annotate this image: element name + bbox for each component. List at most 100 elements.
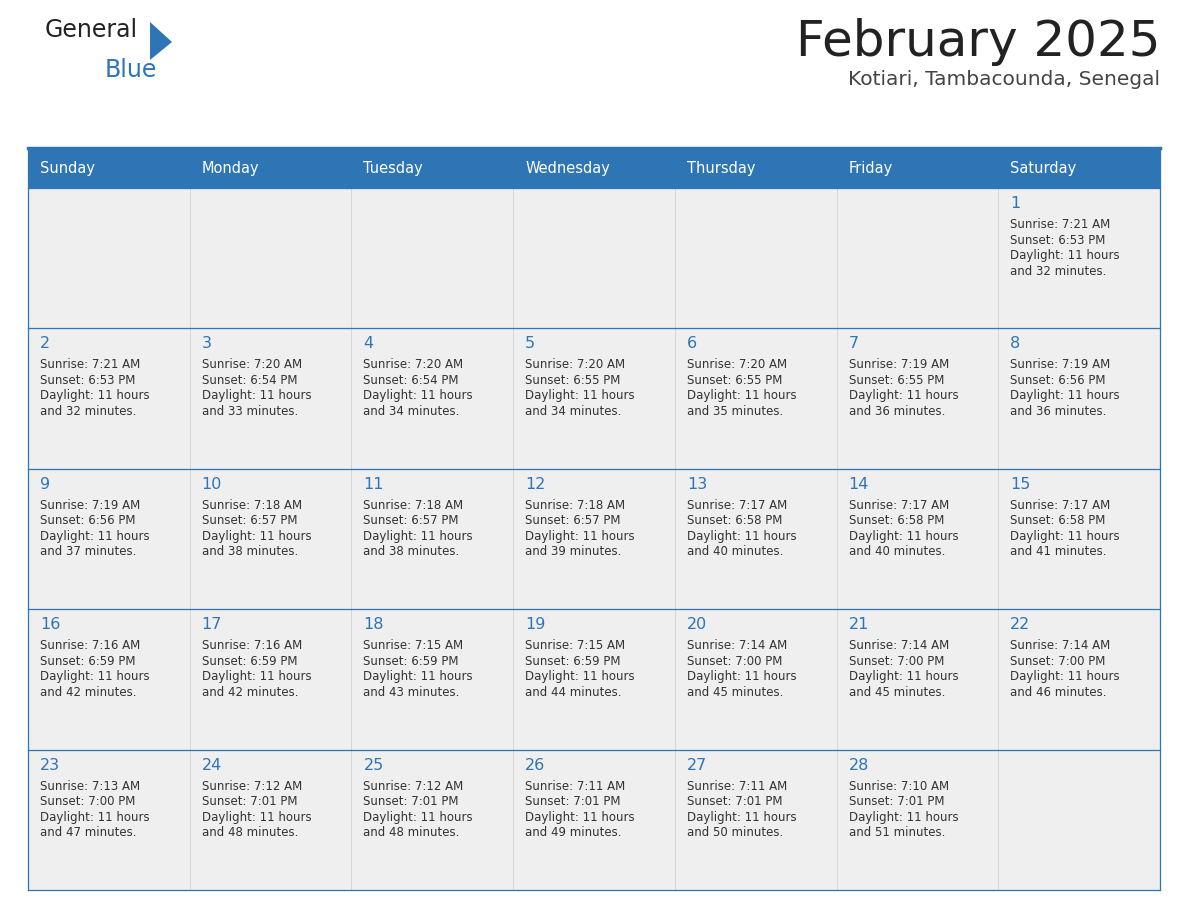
Bar (998, 610, 1159, 750)
Text: 4: 4 (364, 336, 373, 352)
Text: Sunrise: 7:19 AM: Sunrise: 7:19 AM (40, 498, 140, 512)
Text: and 36 minutes.: and 36 minutes. (1010, 405, 1107, 418)
Text: Daylight: 11 hours: Daylight: 11 hours (40, 670, 150, 683)
Text: 10: 10 (202, 476, 222, 492)
Text: Daylight: 11 hours: Daylight: 11 hours (848, 389, 959, 402)
Bar (352, 610, 513, 750)
Text: and 38 minutes.: and 38 minutes. (364, 545, 460, 558)
Bar (998, 750, 1159, 890)
Text: Sunset: 7:01 PM: Sunset: 7:01 PM (364, 795, 459, 808)
Bar (29, 188, 190, 329)
Text: Sunrise: 7:15 AM: Sunrise: 7:15 AM (364, 639, 463, 652)
Text: Daylight: 11 hours: Daylight: 11 hours (364, 389, 473, 402)
Text: and 46 minutes.: and 46 minutes. (1010, 686, 1107, 699)
Text: Sunset: 6:57 PM: Sunset: 6:57 PM (525, 514, 620, 527)
Text: Blue: Blue (105, 58, 157, 82)
Text: Sunset: 7:01 PM: Sunset: 7:01 PM (202, 795, 297, 808)
Text: Daylight: 11 hours: Daylight: 11 hours (202, 530, 311, 543)
Text: and 41 minutes.: and 41 minutes. (1010, 545, 1107, 558)
Bar (675, 750, 836, 890)
Bar (998, 148, 1159, 188)
Bar (352, 329, 513, 469)
Text: Sunrise: 7:21 AM: Sunrise: 7:21 AM (40, 358, 140, 372)
Text: Sunrise: 7:16 AM: Sunrise: 7:16 AM (202, 639, 302, 652)
Text: Kotiari, Tambacounda, Senegal: Kotiari, Tambacounda, Senegal (848, 70, 1159, 89)
Text: Sunrise: 7:14 AM: Sunrise: 7:14 AM (848, 639, 949, 652)
Text: Sunset: 6:53 PM: Sunset: 6:53 PM (40, 374, 135, 386)
Text: Sunset: 7:01 PM: Sunset: 7:01 PM (848, 795, 944, 808)
Text: 18: 18 (364, 617, 384, 633)
Text: February 2025: February 2025 (796, 18, 1159, 66)
Bar (836, 469, 998, 610)
Bar (352, 469, 513, 610)
Text: Sunday: Sunday (40, 161, 95, 175)
Text: 23: 23 (40, 757, 61, 773)
Text: Daylight: 11 hours: Daylight: 11 hours (1010, 530, 1120, 543)
Bar (513, 329, 675, 469)
Text: Sunrise: 7:12 AM: Sunrise: 7:12 AM (202, 779, 302, 792)
Text: Sunrise: 7:21 AM: Sunrise: 7:21 AM (1010, 218, 1111, 231)
Text: and 45 minutes.: and 45 minutes. (687, 686, 783, 699)
Text: Sunset: 6:58 PM: Sunset: 6:58 PM (848, 514, 944, 527)
Text: Sunset: 6:59 PM: Sunset: 6:59 PM (40, 655, 135, 667)
Bar (675, 610, 836, 750)
Text: Daylight: 11 hours: Daylight: 11 hours (848, 811, 959, 823)
Text: 28: 28 (848, 757, 868, 773)
Bar (513, 469, 675, 610)
Text: 14: 14 (848, 476, 868, 492)
Text: Sunrise: 7:20 AM: Sunrise: 7:20 AM (202, 358, 302, 372)
Text: 24: 24 (202, 757, 222, 773)
Text: and 32 minutes.: and 32 minutes. (1010, 264, 1107, 277)
Bar (190, 329, 352, 469)
Text: Daylight: 11 hours: Daylight: 11 hours (202, 811, 311, 823)
Text: Sunset: 6:55 PM: Sunset: 6:55 PM (525, 374, 620, 386)
Text: and 40 minutes.: and 40 minutes. (848, 545, 944, 558)
Text: Sunset: 6:59 PM: Sunset: 6:59 PM (364, 655, 459, 667)
Text: 25: 25 (364, 757, 384, 773)
Text: Sunset: 6:57 PM: Sunset: 6:57 PM (202, 514, 297, 527)
Bar (190, 750, 352, 890)
Text: Daylight: 11 hours: Daylight: 11 hours (40, 389, 150, 402)
Text: Sunset: 6:59 PM: Sunset: 6:59 PM (525, 655, 620, 667)
Bar (836, 750, 998, 890)
Bar (190, 469, 352, 610)
Text: Sunrise: 7:19 AM: Sunrise: 7:19 AM (848, 358, 949, 372)
Text: 6: 6 (687, 336, 697, 352)
Text: Daylight: 11 hours: Daylight: 11 hours (202, 389, 311, 402)
Text: and 38 minutes.: and 38 minutes. (202, 545, 298, 558)
Text: Sunrise: 7:20 AM: Sunrise: 7:20 AM (687, 358, 786, 372)
Text: Sunrise: 7:10 AM: Sunrise: 7:10 AM (848, 779, 949, 792)
Text: Daylight: 11 hours: Daylight: 11 hours (364, 530, 473, 543)
Text: Daylight: 11 hours: Daylight: 11 hours (848, 530, 959, 543)
Bar (352, 148, 513, 188)
Text: and 48 minutes.: and 48 minutes. (364, 826, 460, 839)
Text: and 37 minutes.: and 37 minutes. (40, 545, 137, 558)
Bar (29, 148, 190, 188)
Text: 11: 11 (364, 476, 384, 492)
Bar (998, 329, 1159, 469)
Text: Daylight: 11 hours: Daylight: 11 hours (1010, 670, 1120, 683)
Text: Sunrise: 7:18 AM: Sunrise: 7:18 AM (525, 498, 625, 512)
Text: Daylight: 11 hours: Daylight: 11 hours (1010, 389, 1120, 402)
Text: Sunrise: 7:18 AM: Sunrise: 7:18 AM (202, 498, 302, 512)
Text: and 34 minutes.: and 34 minutes. (364, 405, 460, 418)
Bar (190, 188, 352, 329)
Text: Sunrise: 7:12 AM: Sunrise: 7:12 AM (364, 779, 463, 792)
Text: Sunset: 7:00 PM: Sunset: 7:00 PM (1010, 655, 1106, 667)
Text: Friday: Friday (848, 161, 893, 175)
Text: Sunset: 7:00 PM: Sunset: 7:00 PM (687, 655, 782, 667)
Text: Sunset: 7:00 PM: Sunset: 7:00 PM (40, 795, 135, 808)
Text: Sunrise: 7:15 AM: Sunrise: 7:15 AM (525, 639, 625, 652)
Text: Sunset: 6:57 PM: Sunset: 6:57 PM (364, 514, 459, 527)
Bar (513, 148, 675, 188)
Text: Daylight: 11 hours: Daylight: 11 hours (525, 670, 634, 683)
Text: Daylight: 11 hours: Daylight: 11 hours (687, 670, 796, 683)
Text: and 47 minutes.: and 47 minutes. (40, 826, 137, 839)
Text: and 34 minutes.: and 34 minutes. (525, 405, 621, 418)
Text: Sunset: 6:55 PM: Sunset: 6:55 PM (687, 374, 782, 386)
Bar (513, 610, 675, 750)
Text: 3: 3 (202, 336, 211, 352)
Text: Sunset: 6:55 PM: Sunset: 6:55 PM (848, 374, 944, 386)
Text: General: General (45, 18, 138, 42)
Text: 16: 16 (40, 617, 61, 633)
